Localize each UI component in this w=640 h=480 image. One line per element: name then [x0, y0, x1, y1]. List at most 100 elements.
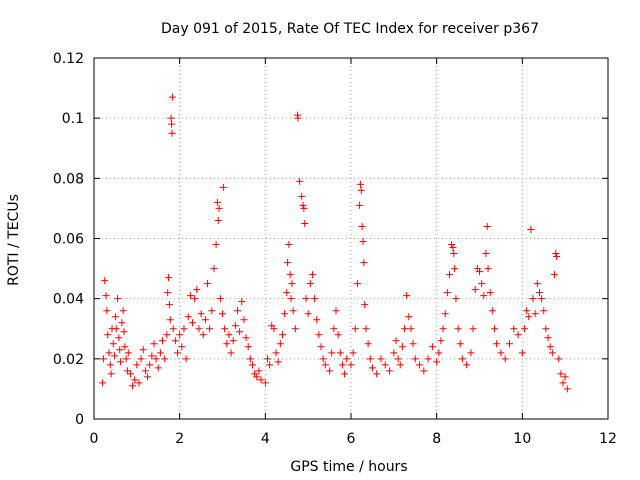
data-point [401, 325, 409, 333]
data-point [377, 355, 385, 363]
data-point [178, 343, 186, 351]
data-point [525, 313, 533, 321]
x-tick-label: 0 [90, 431, 99, 447]
data-point [544, 334, 552, 342]
data-point [373, 370, 381, 378]
y-tick-label: 0.12 [53, 51, 84, 67]
data-point [197, 310, 205, 318]
data-point [356, 180, 364, 188]
data-point [182, 355, 190, 363]
data-point [199, 331, 207, 339]
x-tick-label: 8 [432, 431, 441, 447]
data-point [191, 295, 199, 303]
x-tick-label: 4 [261, 431, 270, 447]
data-point [150, 340, 158, 348]
data-point [255, 367, 263, 375]
data-point [476, 268, 483, 276]
data-point [527, 225, 535, 233]
data-point [296, 177, 304, 185]
data-point [304, 310, 312, 318]
data-point [118, 319, 126, 327]
data-point [201, 316, 209, 324]
data-point [381, 361, 389, 369]
data-point [285, 241, 293, 249]
data-point [486, 289, 494, 297]
data-point [135, 379, 143, 387]
data-point [283, 289, 291, 297]
data-point [386, 367, 394, 375]
data-point [102, 292, 110, 300]
data-point [289, 307, 297, 315]
data-point [139, 346, 147, 354]
data-point [248, 361, 256, 369]
data-point [535, 289, 543, 297]
data-point [115, 334, 123, 342]
data-point [358, 222, 366, 230]
data-point [458, 355, 466, 363]
x-tick-label: 12 [599, 431, 617, 447]
y-tick-label: 0 [75, 412, 84, 428]
data-point [294, 114, 302, 122]
data-point [215, 204, 223, 212]
data-point [531, 310, 539, 318]
data-point [416, 361, 424, 369]
data-point [469, 325, 477, 333]
data-point [291, 325, 299, 333]
data-point [514, 331, 522, 339]
data-point [272, 349, 280, 357]
data-point [301, 219, 309, 227]
data-point [368, 364, 376, 372]
data-point [332, 307, 340, 315]
data-point [124, 349, 132, 357]
data-point [341, 370, 349, 378]
y-tick-label: 0.02 [53, 352, 84, 368]
data-point [141, 367, 149, 375]
data-point [405, 313, 413, 321]
data-point [206, 325, 214, 333]
data-point [497, 349, 505, 357]
data-point [319, 355, 327, 363]
data-points [99, 93, 571, 393]
data-point [168, 129, 176, 137]
y-tick-label: 0.1 [62, 111, 84, 127]
data-point [165, 274, 173, 282]
data-point [403, 292, 411, 300]
data-point [302, 295, 310, 303]
data-point [482, 250, 490, 258]
data-point [123, 367, 131, 375]
data-point [411, 355, 419, 363]
data-point [518, 349, 526, 357]
data-point [221, 325, 229, 333]
data-point [109, 340, 117, 348]
data-point [306, 280, 314, 288]
data-point [119, 307, 127, 315]
data-point [546, 343, 554, 351]
data-point [104, 331, 112, 339]
y-axis-label: ROTI / TECUs [6, 194, 22, 286]
data-point [359, 238, 367, 246]
data-point [281, 310, 289, 318]
data-point [244, 343, 252, 351]
data-point [321, 361, 329, 369]
data-point [238, 298, 246, 306]
data-point [186, 292, 194, 300]
data-point [505, 340, 513, 348]
data-point [441, 310, 449, 318]
data-point [121, 343, 129, 351]
data-point [208, 307, 216, 315]
data-point [353, 280, 361, 288]
data-point [240, 316, 248, 324]
data-point [257, 376, 265, 384]
data-point [357, 186, 365, 194]
data-point [174, 349, 182, 357]
data-point [454, 325, 462, 333]
data-point [557, 370, 565, 378]
data-point [540, 307, 548, 315]
data-point [467, 349, 475, 357]
data-point [407, 325, 415, 333]
data-point [439, 325, 447, 333]
data-point [152, 355, 160, 363]
data-point [253, 373, 261, 381]
data-point [184, 313, 192, 321]
data-point [553, 253, 561, 261]
